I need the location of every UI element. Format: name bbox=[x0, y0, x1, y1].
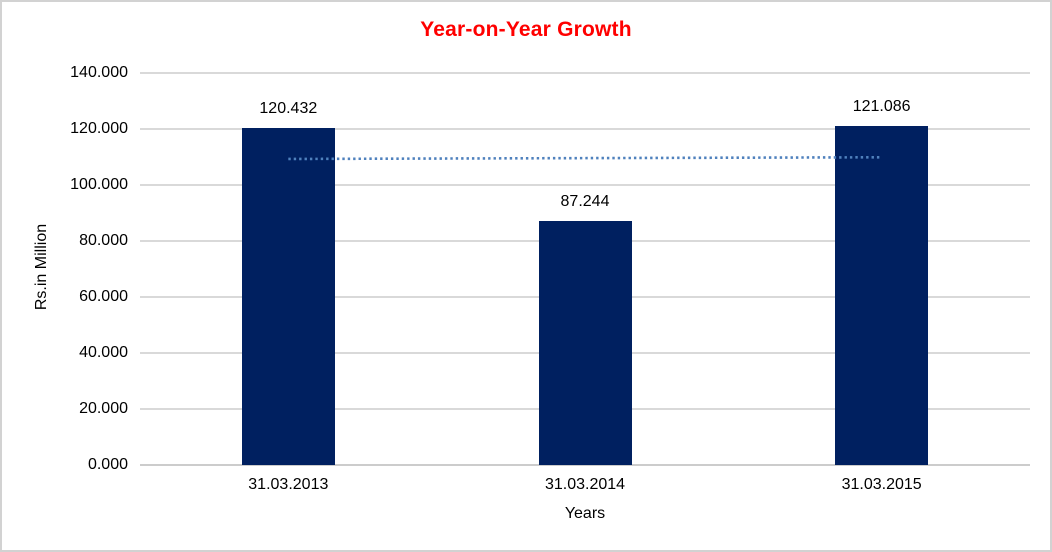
y-tick-label: 80.000 bbox=[79, 232, 128, 249]
data-label: 87.244 bbox=[560, 192, 610, 210]
bar bbox=[241, 127, 335, 465]
y-tick-label: 140.000 bbox=[70, 64, 128, 81]
x-axis-title: Years bbox=[564, 505, 606, 522]
bar bbox=[835, 125, 929, 465]
x-tick-label: 31.03.2015 bbox=[841, 476, 922, 493]
data-label: 121.086 bbox=[852, 97, 911, 115]
y-tick-label: 60.000 bbox=[79, 288, 128, 305]
x-tick-label: 31.03.2014 bbox=[544, 476, 626, 493]
y-tick-label: 40.000 bbox=[79, 344, 128, 361]
bar bbox=[538, 220, 632, 465]
chart-title: Year-on-Year Growth bbox=[420, 18, 632, 41]
y-tick-label: 100.000 bbox=[70, 176, 128, 193]
x-axis-line bbox=[140, 464, 1030, 466]
y-tick-label: 0.000 bbox=[87, 456, 128, 473]
y-tick-label: 20.000 bbox=[79, 400, 128, 417]
gridline bbox=[140, 72, 1030, 74]
gridline bbox=[140, 184, 1030, 186]
y-tick-label: 120.000 bbox=[70, 120, 128, 137]
gridline bbox=[140, 128, 1030, 130]
x-tick-label: 31.03.2013 bbox=[248, 476, 329, 493]
data-label: 120.432 bbox=[259, 99, 318, 117]
